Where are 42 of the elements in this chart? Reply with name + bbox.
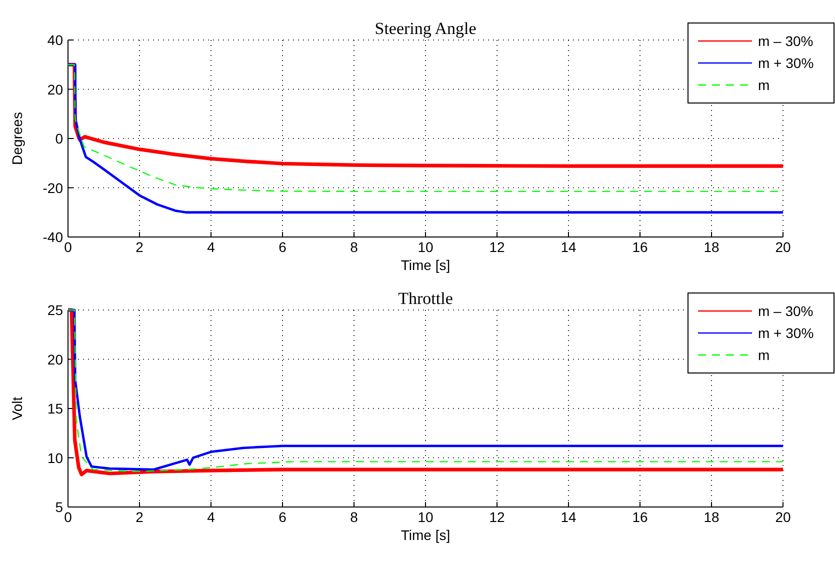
y-tick-label: 10 <box>47 450 64 466</box>
legend-label: m + 30% <box>758 55 814 71</box>
x-axis-title: Time [s] <box>400 257 450 273</box>
y-tick-label: 20 <box>47 351 64 368</box>
x-tick-label: 12 <box>489 239 505 255</box>
x-tick-label: 8 <box>350 509 358 525</box>
y-axis-title: Degrees <box>9 112 25 165</box>
x-axis-title: Time [s] <box>400 527 450 543</box>
x-tick-label: 18 <box>704 239 720 255</box>
x-tick-label: 10 <box>418 239 434 255</box>
x-tick-label: 4 <box>207 239 216 255</box>
x-tick-label: 16 <box>632 239 648 255</box>
x-tick-label: 2 <box>136 509 144 525</box>
x-tick-label: 20 <box>775 239 791 255</box>
y-tick-label: 20 <box>47 81 64 98</box>
legend-label: m <box>758 77 770 93</box>
legend-label: m – 30% <box>758 303 814 319</box>
legend-label: m – 30% <box>758 33 814 49</box>
y-tick-label: 40 <box>47 32 64 48</box>
x-tick-label: 14 <box>560 509 576 525</box>
chart-title: Steering Angle <box>374 19 476 38</box>
y-axis-title: Volt <box>9 396 25 420</box>
legend-label: m <box>758 347 770 363</box>
x-tick-label: 10 <box>418 509 434 525</box>
legend-label: m + 30% <box>758 325 814 341</box>
x-tick-label: 6 <box>278 239 287 255</box>
x-tick-label: 8 <box>350 239 358 255</box>
x-tick-label: 4 <box>207 509 216 525</box>
x-tick-label: 20 <box>775 509 791 525</box>
y-tick-label: 15 <box>47 400 64 416</box>
x-tick-label: 14 <box>560 239 576 255</box>
chart-title: Throttle <box>398 289 453 308</box>
y-tick-label: -20 <box>42 180 64 196</box>
y-tick-label: 25 <box>47 302 64 318</box>
y-tick-label: 0 <box>55 130 64 146</box>
x-tick-label: 12 <box>489 509 505 525</box>
x-tick-label: 18 <box>704 509 720 525</box>
x-tick-label: 16 <box>632 509 648 525</box>
x-tick-label: 2 <box>136 239 144 255</box>
y-tick-label: -40 <box>42 229 64 245</box>
x-tick-label: 6 <box>278 509 287 525</box>
y-tick-label: 5 <box>55 499 64 515</box>
